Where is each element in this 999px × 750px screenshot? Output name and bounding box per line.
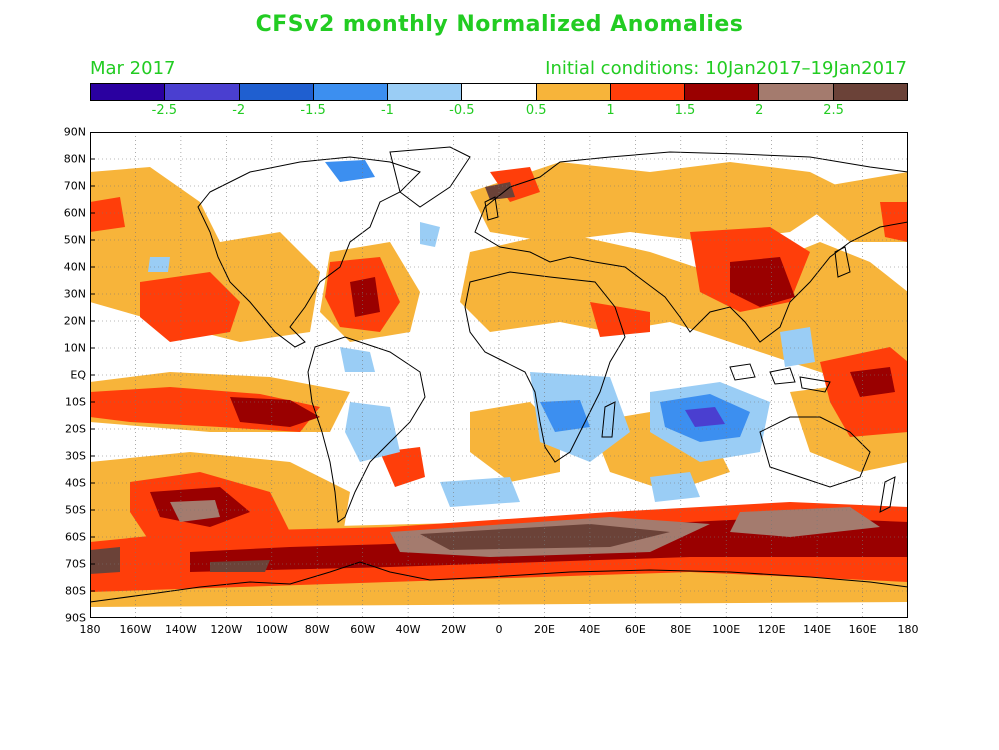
colorbar-tick-label: 1 — [606, 103, 615, 118]
graticule — [90, 132, 908, 618]
longitude-label: 140E — [803, 623, 832, 636]
anomaly-fills — [90, 160, 908, 607]
latitude-label: EQ — [70, 368, 86, 382]
longitude-label: 160E — [848, 623, 877, 636]
longitude-label: 160W — [119, 623, 152, 636]
colorbar-tick-label: 2.5 — [823, 103, 844, 118]
latitude-label: 30S — [65, 449, 86, 463]
initial-conditions: Initial conditions: 10Jan2017–19Jan2017 — [545, 58, 907, 79]
colorbar-tick-label: 2 — [755, 103, 764, 118]
latitude-label: 30N — [63, 287, 86, 301]
longitude-label: 100W — [255, 623, 288, 636]
colorbar-swatch — [388, 84, 463, 100]
colorbar-tick-label: -1 — [380, 103, 394, 118]
latitude-label: 60N — [63, 206, 86, 220]
colorbar-swatch — [91, 84, 166, 100]
longitude-label: 80E — [670, 623, 692, 636]
forecast-month: Mar 2017 — [90, 58, 176, 79]
anomaly-map — [90, 132, 908, 618]
colorbar-swatch — [313, 84, 389, 100]
latitude-label: 50S — [65, 503, 86, 517]
fill-level-2-5 — [90, 182, 670, 574]
colorbar-tick-label: -2.5 — [151, 103, 178, 118]
colorbar-tick-label: 1.5 — [674, 103, 696, 118]
colorbar-tick-label: 0.5 — [525, 103, 547, 118]
latitude-label: 20N — [63, 314, 86, 328]
colorbar-tick-label: -1.5 — [300, 103, 326, 118]
map-border — [90, 132, 908, 618]
longitude-label: 20E — [533, 623, 555, 636]
longitude-label: 60W — [350, 623, 376, 636]
latitude-label: 10N — [63, 341, 86, 355]
latitude-label: 40N — [63, 260, 86, 274]
colorbar-swatch — [165, 84, 240, 100]
latitude-label: 90N — [63, 125, 86, 139]
latitude-label: 70S — [65, 557, 86, 571]
longitude-label: 80W — [304, 623, 330, 636]
map-title: CFSv2 monthly Normalized Anomalies — [255, 12, 744, 37]
colorbar-tick-label: -0.5 — [449, 103, 475, 118]
latitude-label: 40S — [65, 476, 86, 490]
colorbar-swatch — [610, 84, 686, 100]
colorbar-tick-label: -2 — [232, 103, 246, 118]
latitude-label: 70N — [63, 179, 86, 193]
latitude-label: 10S — [65, 395, 86, 409]
latitude-label: 60S — [65, 530, 86, 544]
longitude-label: 180 — [79, 623, 101, 636]
longitude-label: 120W — [210, 623, 243, 636]
longitude-label: 180 — [897, 623, 919, 636]
latitude-label: 80S — [65, 584, 86, 598]
longitude-label: 140W — [164, 623, 197, 636]
coastlines — [90, 146, 908, 603]
longitude-label: 100E — [712, 623, 741, 636]
colorbar-swatch — [239, 84, 314, 100]
latitude-label: 50N — [63, 233, 86, 247]
colorbar-swatch — [536, 84, 611, 100]
latitude-label: 90S — [65, 611, 86, 625]
colorbar — [90, 83, 908, 101]
colorbar-swatch — [833, 84, 907, 100]
fill-level-neg-2 — [685, 407, 725, 427]
longitude-label: 20W — [441, 623, 466, 636]
colorbar-swatch — [759, 84, 834, 100]
longitude-label: 120E — [757, 623, 786, 636]
longitude-label: 40E — [579, 623, 601, 636]
colorbar-swatch — [685, 84, 760, 100]
longitude-label: 0 — [495, 623, 503, 636]
colorbar-swatch — [462, 84, 537, 100]
longitude-label: 40W — [395, 623, 421, 636]
latitude-label: 20S — [65, 422, 86, 436]
longitude-label: 60E — [624, 623, 646, 636]
latitude-label: 80N — [63, 152, 86, 166]
